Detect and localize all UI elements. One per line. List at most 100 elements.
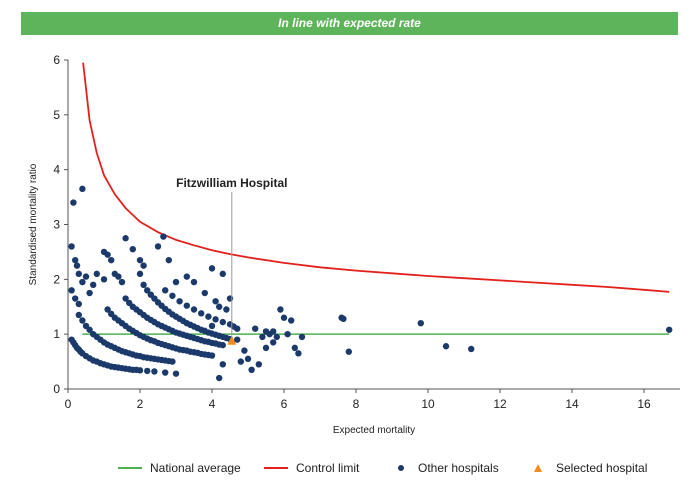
hospital-point [75,270,83,278]
other-hospitals-swatch [398,465,404,471]
selected-annotation: Fitzwilliam Hospital [176,176,287,345]
selected-hospital-marker [227,335,237,345]
legend-label: Other hospitals [418,461,499,475]
hospital-point [190,278,198,286]
hospital-point [79,317,86,324]
hospital-point [205,313,212,320]
hospital-point [118,278,126,286]
hospital-point [144,287,151,294]
hospital-point [100,276,108,283]
hospital-point [219,270,226,278]
hospital-point [270,328,277,335]
hospital-point [68,287,75,294]
x-tick-label: 6 [281,397,288,411]
hospital-point [244,355,252,363]
hospital-point [212,298,219,305]
hospital-point [183,273,190,280]
hospital-point [241,347,248,354]
y-tick-label: 5 [53,108,60,122]
hospital-point [201,289,208,297]
hospital-point [176,298,183,305]
legend-national-average: National average [118,458,241,478]
hospital-point [248,366,255,374]
x-tick-label: 2 [137,397,144,411]
legend-control-limit: Control limit [264,458,359,478]
x-tick-label: 14 [565,397,579,411]
hospital-point [255,361,262,368]
hospital-point [136,256,144,264]
hospital-point [172,370,180,377]
legend-label: National average [150,461,241,475]
hospital-point [198,310,205,317]
legend-selected-hospital: Selected hospital [526,458,647,478]
hospital-point [442,343,450,350]
hospital-point [68,243,75,250]
hospital-point [129,245,136,253]
hospital-point [86,289,93,297]
hospital-point [237,358,244,365]
hospital-point [122,235,129,242]
hospital-point [288,317,295,324]
hospital-point [280,314,288,321]
legend-other-hospitals: Other hospitals [392,458,499,478]
hospital-point [72,256,79,264]
hospital-point [93,270,101,278]
hospital-point [104,251,111,258]
hospital-point [468,345,475,353]
y-axis-title: Standardised mortality ratio [28,163,39,285]
hospital-point [223,306,230,313]
hospital-point [273,333,280,341]
hospital-point [270,339,277,346]
hospital-point [340,315,347,323]
hospital-point [72,295,79,302]
hospital-point [154,243,162,250]
legend-label: Selected hospital [556,461,648,475]
y-tick-label: 2 [53,272,60,286]
hospital-point [216,303,223,310]
hospital-point [122,295,129,302]
legend: National average Control limit Other hos… [0,458,700,478]
control-limit-swatch [264,467,288,469]
hospital-point [219,318,226,326]
hospital-point [162,287,169,294]
hospital-point [82,273,90,280]
hospital-point [73,262,81,269]
hospital-point [86,326,93,333]
hospital-point [90,281,97,289]
hospital-point [140,262,147,269]
hospital-point [208,265,216,272]
hospital-point [219,361,226,368]
hospital-point [190,306,198,313]
hospital-point [169,292,176,299]
y-tick-label: 6 [53,53,60,67]
hospital-point [216,374,223,382]
hospital-point [234,336,241,343]
status-banner: In line with expected rate [21,12,678,35]
hospital-point [162,369,169,376]
hospital-point [345,348,352,355]
hospital-point [165,256,172,264]
hospital-point [277,306,284,313]
x-tick-label: 4 [209,397,216,411]
hospital-point [75,311,83,319]
x-tick-label: 8 [353,397,360,411]
hospital-point [252,325,259,332]
hospital-point [212,316,219,323]
hospital-point [259,333,266,341]
hospital-point [291,344,298,352]
selected-hospital-label: Fitzwilliam Hospital [176,176,287,190]
x-tick-label: 16 [637,397,651,411]
y-tick-label: 3 [53,218,60,232]
hospital-point [666,326,673,333]
x-tick-label: 12 [493,397,507,411]
hospital-point [79,278,86,286]
y-tick-label: 1 [53,327,60,341]
hospital-point [108,256,115,264]
hospital-point [70,199,77,206]
data-points [68,185,673,382]
selected-hospital-swatch [534,464,542,472]
hospital-point [75,300,83,308]
x-tick-label: 10 [421,397,435,411]
hospital-point [172,278,180,286]
